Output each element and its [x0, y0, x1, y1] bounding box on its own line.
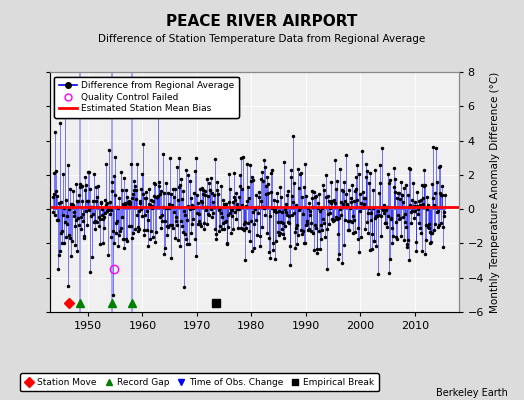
Legend: Difference from Regional Average, Quality Control Failed, Estimated Station Mean: Difference from Regional Average, Qualit…: [54, 76, 239, 118]
Text: Berkeley Earth: Berkeley Earth: [436, 388, 508, 398]
Text: Difference of Station Temperature Data from Regional Average: Difference of Station Temperature Data f…: [99, 34, 425, 44]
Legend: Station Move, Record Gap, Time of Obs. Change, Empirical Break: Station Move, Record Gap, Time of Obs. C…: [20, 374, 379, 392]
Y-axis label: Monthly Temperature Anomaly Difference (°C): Monthly Temperature Anomaly Difference (…: [489, 71, 499, 313]
Text: PEACE RIVER AIRPORT: PEACE RIVER AIRPORT: [166, 14, 358, 29]
